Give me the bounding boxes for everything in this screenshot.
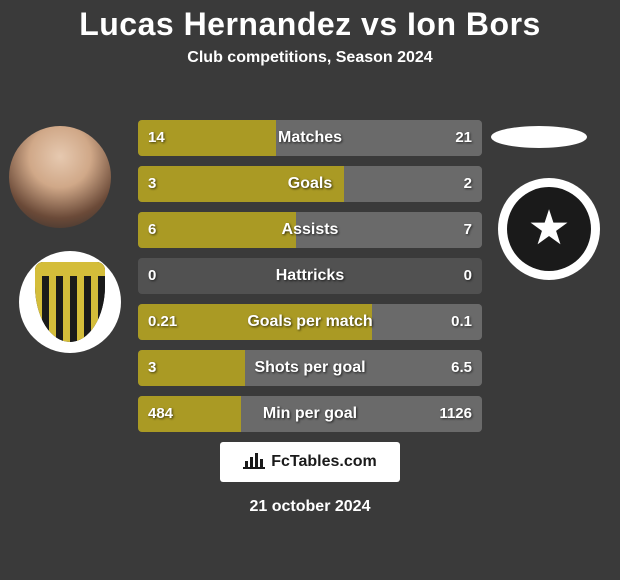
club2-badge: ★: [498, 178, 600, 280]
stat-row: 36.5Shots per goal: [138, 350, 482, 386]
stat-label: Hattricks: [138, 258, 482, 294]
player2-avatar: [491, 126, 587, 148]
stat-label: Min per goal: [138, 396, 482, 432]
stat-label: Matches: [138, 120, 482, 156]
stat-row: 32Goals: [138, 166, 482, 202]
player1-avatar: [9, 126, 111, 228]
page-subtitle: Club competitions, Season 2024: [0, 49, 620, 67]
stat-label: Goals: [138, 166, 482, 202]
stat-label: Shots per goal: [138, 350, 482, 386]
stats-comparison: 1421Matches 32Goals 67Assists 00Hattricks 0.…: [138, 120, 482, 442]
chart-icon: [243, 451, 265, 474]
stat-label: Goals per match: [138, 304, 482, 340]
stat-row: 0.210.1Goals per match: [138, 304, 482, 340]
club1-badge: [19, 251, 121, 353]
star-icon: ★: [527, 205, 570, 253]
club1-shield-icon: [35, 262, 105, 342]
stat-row: 4841126Min per goal: [138, 396, 482, 432]
date-label: 21 october 2024: [0, 498, 620, 516]
stat-label: Assists: [138, 212, 482, 248]
stat-row: 67Assists: [138, 212, 482, 248]
watermark-text: FcTables.com: [271, 453, 377, 471]
page-title: Lucas Hernandez vs Ion Bors: [0, 6, 620, 43]
stat-row: 00Hattricks: [138, 258, 482, 294]
stat-row: 1421Matches: [138, 120, 482, 156]
watermark: FcTables.com: [220, 442, 400, 482]
